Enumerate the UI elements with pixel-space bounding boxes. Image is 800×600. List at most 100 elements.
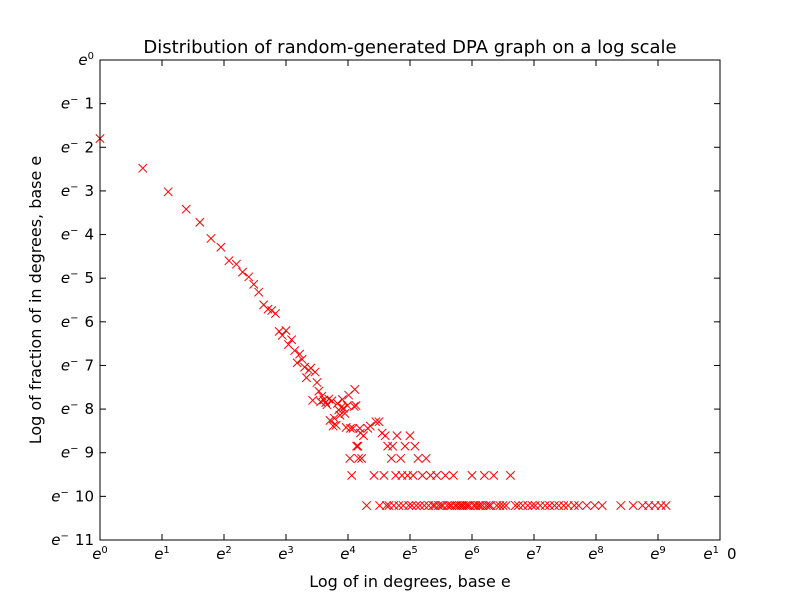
- data-point: [358, 431, 369, 441]
- data-point-stroke: [413, 453, 423, 463]
- data-point-stroke: [410, 441, 420, 451]
- y-tick-label: e− 10: [51, 487, 94, 505]
- data-point: [277, 330, 287, 340]
- data-point-stroke: [440, 470, 450, 480]
- data-point: [540, 500, 550, 511]
- data-point-stroke: [163, 187, 173, 197]
- x-tick: e3: [278, 60, 294, 563]
- data-point: [254, 287, 264, 297]
- data-point-stroke: [328, 421, 338, 431]
- data-point-stroke: [254, 287, 264, 297]
- data-point-stroke: [249, 279, 259, 289]
- data-point: [523, 500, 533, 511]
- data-point-stroke: [527, 500, 537, 511]
- data-point-stroke: [357, 453, 367, 463]
- data-point: [337, 394, 347, 405]
- data-point: [432, 470, 442, 480]
- data-point-stroke: [324, 394, 334, 404]
- data-point: [353, 453, 364, 463]
- x-tick: e7: [526, 60, 542, 563]
- data-point-stroke: [314, 386, 324, 396]
- data-point: [206, 233, 216, 244]
- x-axis-ticks: e0 e1 e2 e3 e4 e5 e6 e7 e8 e9 e1 0: [92, 60, 737, 563]
- data-point: [549, 500, 560, 511]
- data-point-stroke: [415, 500, 425, 511]
- data-point: [501, 500, 511, 511]
- data-point: [295, 349, 305, 359]
- data-point-stroke: [481, 500, 491, 511]
- x-tick-label: e0: [92, 545, 108, 563]
- data-point-stroke: [308, 395, 318, 405]
- data-point: [345, 453, 355, 463]
- data-point: [310, 367, 320, 377]
- data-point-stroke: [274, 326, 284, 336]
- data-point-stroke: [501, 500, 511, 511]
- data-point-stroke: [582, 500, 592, 511]
- x-tick-label: e1 0: [703, 545, 736, 563]
- data-point: [181, 204, 191, 214]
- data-point-stroke: [590, 500, 600, 511]
- data-point-stroke: [316, 397, 326, 407]
- data-point: [345, 423, 356, 433]
- data-point-stroke: [287, 335, 297, 345]
- data-point: [331, 420, 341, 430]
- data-point: [628, 500, 638, 511]
- data-point: [440, 470, 450, 480]
- x-tick: e9: [650, 60, 666, 563]
- data-point-stroke: [597, 500, 607, 511]
- x-tick-label: e5: [402, 545, 418, 563]
- data-point: [411, 500, 421, 511]
- y-tick: e− 11: [51, 531, 720, 549]
- data-point-stroke: [216, 242, 226, 252]
- y-axis-label: Log of fraction of in degrees, base e: [26, 156, 45, 445]
- data-point: [404, 500, 414, 511]
- data-point-stroke: [448, 470, 458, 480]
- x-tick-label: e6: [464, 545, 480, 563]
- data-point: [616, 500, 626, 511]
- data-point: [505, 470, 515, 480]
- data-point-stroke: [362, 500, 372, 511]
- data-point-stroke: [277, 330, 287, 340]
- data-point: [365, 421, 375, 431]
- data-point-stroke: [438, 500, 448, 511]
- data-point: [312, 377, 322, 388]
- y-tick-label: e0: [78, 51, 94, 69]
- data-point: [336, 402, 346, 412]
- x-tick-label: e3: [278, 545, 294, 563]
- data-point-stroke: [337, 394, 347, 405]
- y-tick: e− 10: [51, 487, 720, 505]
- data-point: [238, 267, 248, 277]
- x-axis-label: Log of in degrees, base e: [309, 572, 511, 591]
- data-point: [349, 401, 359, 412]
- y-tick: e− 7: [61, 356, 720, 374]
- data-point-stroke: [394, 500, 404, 511]
- data-point-stroke: [355, 423, 365, 433]
- y-tick-label: e− 8: [61, 400, 94, 418]
- y-tick-label: e− 1: [61, 95, 94, 113]
- data-point: [308, 395, 318, 405]
- data-point-stroke: [498, 500, 508, 511]
- x-tick-label: e1: [154, 545, 170, 563]
- data-point: [433, 500, 444, 511]
- data-point-stroke: [386, 453, 396, 463]
- data-point-stroke: [244, 272, 254, 282]
- data-point-stroke: [317, 391, 327, 401]
- data-point-stroke: [549, 500, 560, 511]
- x-tick: e2: [216, 60, 232, 563]
- data-point-stroke: [388, 441, 398, 451]
- chart-title: Distribution of random-generated DPA gra…: [143, 37, 676, 58]
- data-point: [347, 470, 357, 480]
- data-point: [352, 441, 362, 451]
- data-point-stroke: [224, 256, 234, 266]
- data-point: [467, 470, 477, 480]
- data-point: [351, 401, 361, 411]
- data-point-stroke: [329, 413, 339, 423]
- data-point: [574, 500, 584, 511]
- y-tick-label: e− 6: [61, 313, 94, 331]
- data-point: [471, 500, 481, 511]
- data-point-stroke: [513, 500, 524, 511]
- data-point-stroke: [461, 500, 471, 511]
- data-point-stroke: [331, 420, 341, 430]
- data-point-stroke: [350, 384, 360, 395]
- data-point-stroke: [263, 304, 273, 314]
